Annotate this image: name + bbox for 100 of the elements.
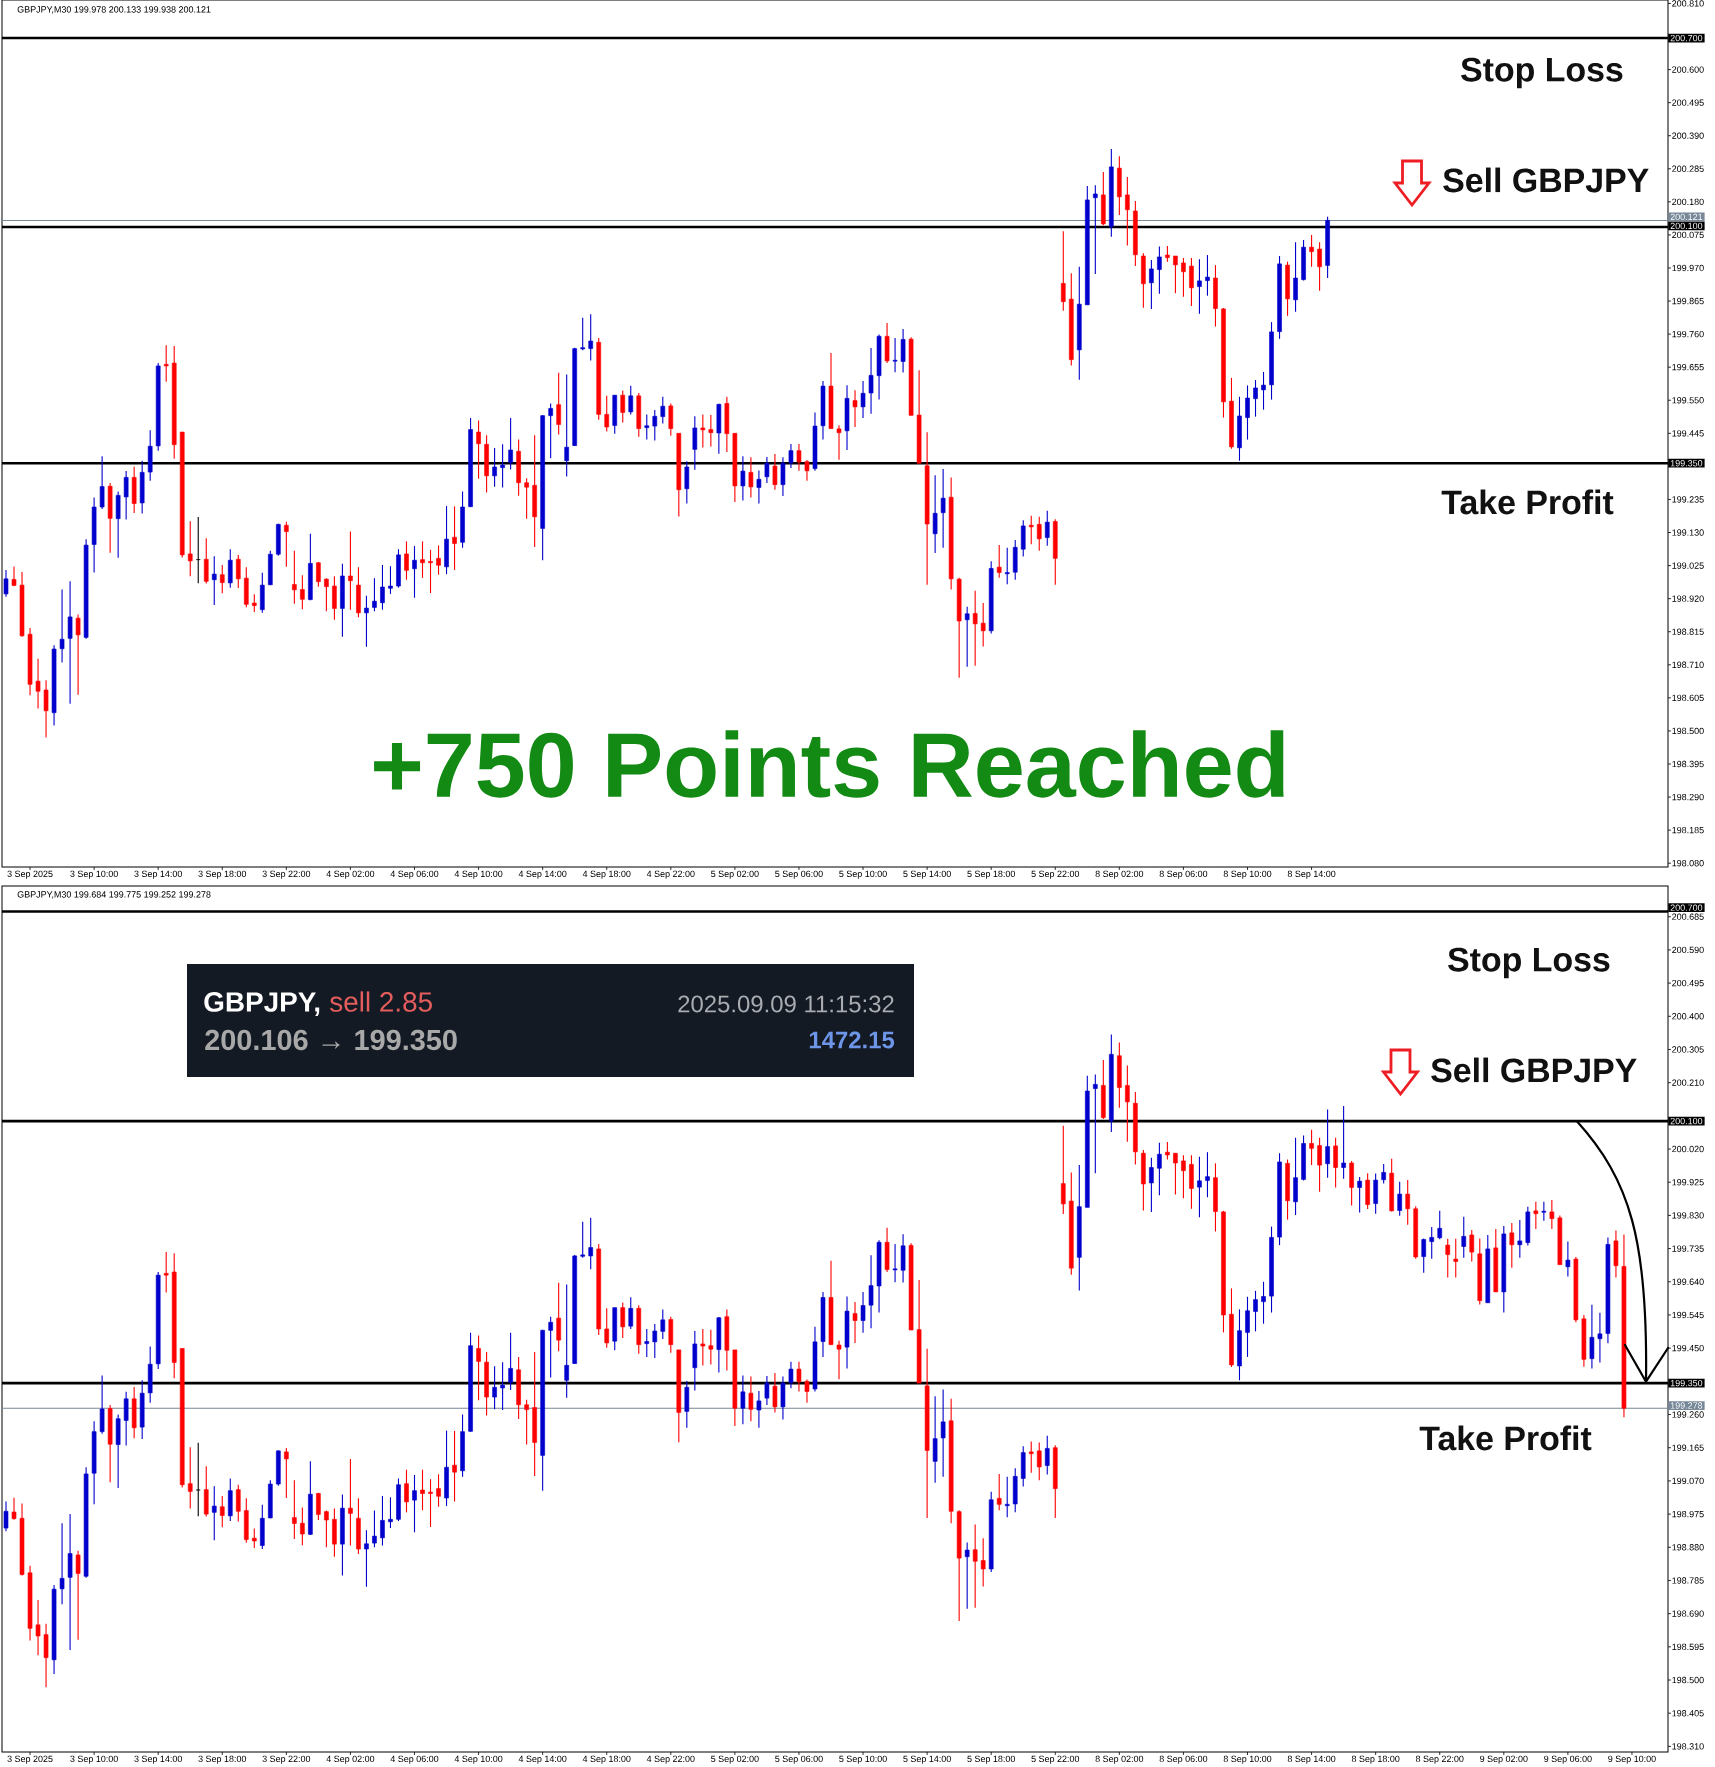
y-tick-label: 198.500: [1672, 727, 1704, 735]
y-tick-label: 198.595: [1672, 1643, 1704, 1651]
y-tick-label: 200.285: [1672, 165, 1704, 172]
y-tick-label: 199.760: [1672, 330, 1704, 338]
y-tick-label: 198.920: [1672, 595, 1704, 602]
x-tick-label: 8 Sep 18:00: [1351, 1755, 1400, 1764]
x-tick-label: 4 Sep 18:00: [582, 870, 631, 879]
ref-line-label: 200.700: [1670, 904, 1703, 911]
x-tick-label: 8 Sep 14:00: [1287, 1755, 1336, 1764]
annotation: GBPJPY,: [204, 992, 320, 1016]
x-tick-label: 4 Sep 02:00: [326, 870, 375, 879]
x-tick-label: 5 Sep 22:00: [1031, 870, 1080, 879]
ref-line-label: 199.350: [1670, 460, 1703, 467]
x-tick-label: 5 Sep 02:00: [711, 1755, 759, 1764]
ref-line-label: 199.350: [1670, 1379, 1703, 1387]
y-tick-label: 200.020: [1672, 1145, 1704, 1153]
y-tick-label: 198.080: [1672, 860, 1704, 867]
y-tick-label: 198.785: [1672, 1577, 1704, 1584]
ref-line-label: 200.121: [1670, 213, 1703, 221]
x-tick-label: 5 Sep 22:00: [1031, 1755, 1080, 1764]
x-tick-label: 4 Sep 14:00: [518, 870, 567, 879]
ref-line-label: 199.278: [1670, 1402, 1703, 1409]
annotation: Stop Loss: [1448, 947, 1610, 979]
x-tick-label: 4 Sep 06:00: [390, 1755, 439, 1764]
y-tick-label: 199.970: [1672, 264, 1704, 272]
y-tick-label: 200.210: [1672, 1079, 1704, 1086]
y-tick-label: 198.290: [1672, 793, 1704, 801]
x-tick-label: 3 Sep 22:00: [262, 1755, 311, 1764]
y-tick-label: 199.445: [1672, 430, 1704, 437]
y-tick-label: 200.685: [1672, 913, 1704, 920]
y-tick-label: 198.500: [1672, 1676, 1704, 1684]
annotation: Take Profit: [1419, 1425, 1592, 1451]
x-tick-label: 5 Sep 06:00: [775, 1755, 823, 1764]
x-tick-label: 3 Sep 2025: [7, 1755, 53, 1764]
x-tick-label: 3 Sep 18:00: [198, 870, 247, 879]
x-tick-label: 4 Sep 14:00: [518, 1755, 567, 1764]
x-tick-label: 4 Sep 18:00: [582, 1755, 631, 1764]
x-tick-label: 5 Sep 18:00: [967, 1755, 1016, 1764]
y-tick-label: 199.545: [1672, 1311, 1704, 1319]
x-tick-label: 3 Sep 10:00: [70, 870, 118, 879]
y-tick-label: 200.400: [1672, 1013, 1704, 1020]
y-tick-label: 200.495: [1672, 99, 1704, 106]
annotation: 200.106 → 199.350: [205, 1029, 457, 1051]
x-tick-label: 8 Sep 22:00: [1415, 1755, 1464, 1764]
y-tick-label: 200.590: [1672, 946, 1704, 954]
annotation: sell 2.85: [330, 991, 432, 1012]
x-tick-label: 5 Sep 02:00: [711, 870, 759, 879]
y-tick-label: 198.605: [1672, 694, 1704, 702]
y-tick-label: 199.735: [1672, 1245, 1704, 1252]
y-tick-label: 199.655: [1672, 364, 1704, 371]
x-tick-label: 3 Sep 10:00: [70, 1755, 118, 1764]
y-tick-label: 199.130: [1672, 529, 1704, 536]
annotation: Sell GBPJPY: [1443, 167, 1649, 193]
y-tick-label: 200.305: [1672, 1046, 1704, 1053]
x-tick-label: 4 Sep 22:00: [646, 870, 695, 879]
y-tick-label: 200.600: [1672, 66, 1704, 73]
ref-line-label: 200.700: [1670, 34, 1703, 42]
y-tick-label: 198.395: [1672, 760, 1704, 768]
x-tick-label: 8 Sep 10:00: [1223, 870, 1272, 879]
x-tick-label: 8 Sep 02:00: [1095, 870, 1144, 879]
y-tick-label: 200.495: [1672, 979, 1704, 987]
annotation: +750 Points Reached: [374, 730, 1284, 798]
y-tick-label: 199.260: [1672, 1411, 1704, 1418]
y-tick-label: 200.180: [1672, 198, 1704, 206]
x-tick-label: 3 Sep 18:00: [198, 1755, 247, 1764]
x-tick-label: 3 Sep 14:00: [134, 1755, 183, 1764]
x-tick-label: 4 Sep 10:00: [454, 1755, 503, 1764]
y-tick-label: 199.640: [1672, 1278, 1704, 1285]
y-tick-label: 199.830: [1672, 1212, 1704, 1219]
y-tick-label: 199.235: [1672, 496, 1704, 503]
annotation: Take Profit: [1441, 489, 1614, 515]
x-tick-label: 8 Sep 06:00: [1159, 870, 1208, 879]
annotation: Sell GBPJPY: [1431, 1057, 1637, 1083]
y-tick-label: 199.025: [1672, 562, 1704, 569]
y-tick-label: 198.185: [1672, 826, 1704, 834]
y-tick-label: 198.880: [1672, 1544, 1704, 1551]
x-tick-label: 4 Sep 02:00: [326, 1755, 375, 1764]
ref-line-label: 200.100: [1670, 222, 1703, 230]
y-tick-label: 199.550: [1672, 397, 1704, 404]
y-tick-label: 199.925: [1672, 1179, 1704, 1186]
y-tick-label: 200.390: [1672, 132, 1704, 139]
annotation: 1472.15: [809, 1031, 895, 1049]
y-tick-label: 199.865: [1672, 297, 1704, 305]
x-tick-label: 5 Sep 14:00: [903, 870, 951, 879]
x-tick-label: 5 Sep 06:00: [775, 870, 823, 879]
x-tick-label: 4 Sep 06:00: [390, 870, 439, 879]
y-tick-label: 198.690: [1672, 1610, 1704, 1617]
x-tick-label: 8 Sep 02:00: [1095, 1755, 1144, 1764]
x-tick-label: 5 Sep 14:00: [903, 1755, 951, 1764]
x-tick-label: 3 Sep 14:00: [134, 870, 183, 879]
x-tick-label: 4 Sep 22:00: [646, 1755, 695, 1764]
x-tick-label: 5 Sep 10:00: [839, 870, 887, 879]
annotation: 2025.09.09 11:15:32: [678, 995, 894, 1013]
y-tick-label: 200.810: [1672, 0, 1704, 7]
x-tick-label: 3 Sep 22:00: [262, 870, 311, 879]
x-tick-label: 8 Sep 14:00: [1287, 870, 1336, 879]
y-tick-label: 198.710: [1672, 661, 1704, 668]
x-tick-label: 8 Sep 10:00: [1223, 1755, 1272, 1764]
x-tick-label: 5 Sep 10:00: [839, 1755, 887, 1764]
y-tick-label: 199.165: [1672, 1444, 1704, 1451]
